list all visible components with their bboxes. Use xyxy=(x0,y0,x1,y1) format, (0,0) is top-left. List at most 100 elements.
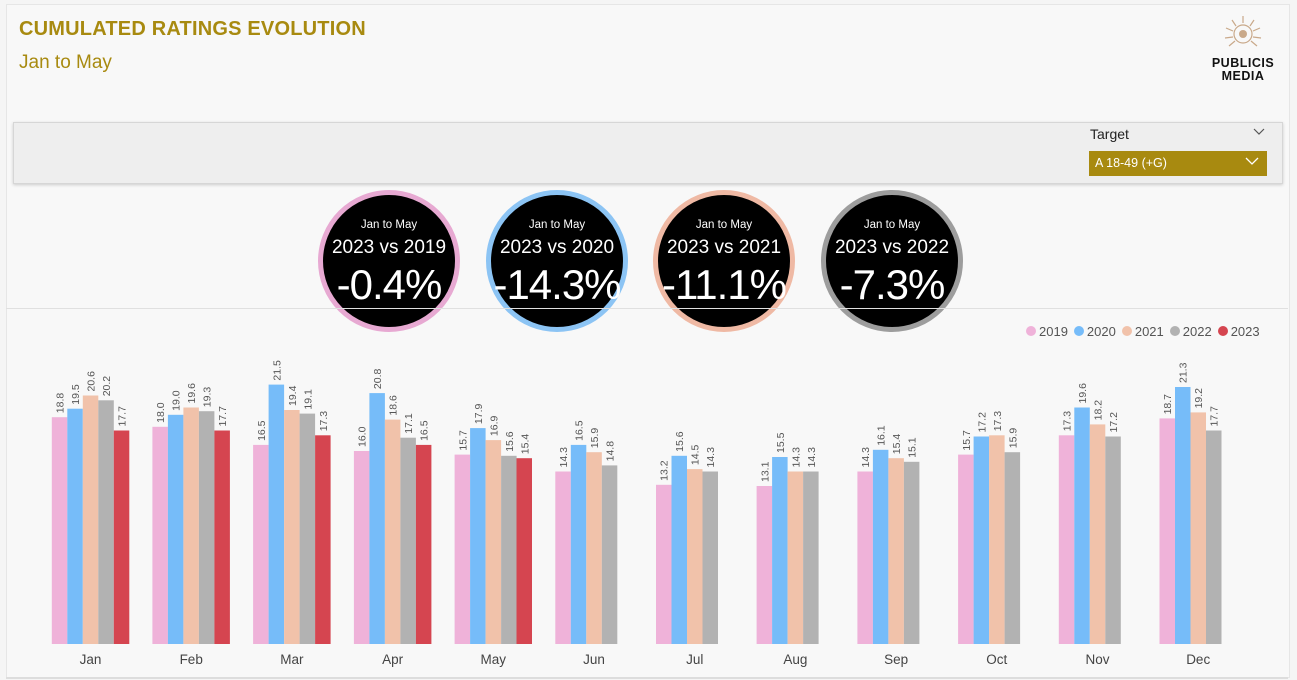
data-label: 19.0 xyxy=(171,390,183,411)
bar-2022-jun[interactable] xyxy=(601,465,618,644)
legend-item-2022[interactable]: 2022 xyxy=(1169,322,1212,340)
target-dropdown[interactable]: A 18-49 (+G) xyxy=(1089,151,1267,176)
bar-2023-feb[interactable] xyxy=(214,430,230,645)
data-label: 15.9 xyxy=(589,428,601,449)
bar-2020-nov[interactable] xyxy=(1074,407,1090,645)
bar-2020-apr[interactable] xyxy=(369,393,385,644)
bar-2022-apr[interactable] xyxy=(400,437,416,644)
bar-2023-mar[interactable] xyxy=(315,435,331,644)
bar-2022-aug[interactable] xyxy=(803,471,819,645)
bar-2019-oct[interactable] xyxy=(958,454,974,644)
data-label: 16.5 xyxy=(419,420,431,441)
data-label: 15.4 xyxy=(891,434,903,455)
kpi-period: Jan to May xyxy=(528,219,586,231)
data-label: 18.0 xyxy=(155,402,167,423)
legend-item-2023[interactable]: 2023 xyxy=(1217,322,1260,340)
bar-2022-nov[interactable] xyxy=(1105,436,1121,645)
bar-2020-jul[interactable] xyxy=(671,455,688,644)
legend-swatch xyxy=(1121,326,1132,336)
bar-2022-jul[interactable] xyxy=(702,471,719,645)
legend-item-2019[interactable]: 2019 xyxy=(1026,322,1068,340)
kpi-card-2021: Jan to May 2023 vs 2021 -11.1% xyxy=(653,190,795,332)
data-label: 19.4 xyxy=(287,385,299,406)
bar-2019-aug[interactable] xyxy=(756,486,773,644)
bar-2022-jan[interactable] xyxy=(98,400,114,644)
bar-2019-dec[interactable] xyxy=(1159,418,1176,644)
bar-2020-jan[interactable] xyxy=(67,408,83,644)
bar-2019-jun[interactable] xyxy=(555,471,571,645)
bar-2021-may[interactable] xyxy=(485,440,502,644)
bar-2020-sep[interactable] xyxy=(872,449,889,644)
bar-2019-apr[interactable] xyxy=(353,451,370,644)
bar-2021-jan[interactable] xyxy=(82,395,99,645)
legend-item-2021[interactable]: 2021 xyxy=(1121,322,1164,340)
data-label: 15.7 xyxy=(457,430,469,451)
bar-2020-jun[interactable] xyxy=(570,444,587,644)
legend-swatch xyxy=(1026,326,1036,336)
kpi-value: -11.1% xyxy=(662,261,787,308)
data-label: 14.3 xyxy=(806,447,818,468)
x-tick-label: Mar xyxy=(280,652,304,667)
bar-2022-mar[interactable] xyxy=(299,413,316,644)
bar-2021-jul[interactable] xyxy=(687,469,703,644)
data-label: 17.7 xyxy=(217,406,229,427)
bar-2019-mar[interactable] xyxy=(253,444,269,644)
data-label: 15.6 xyxy=(674,431,686,452)
bar-2019-sep[interactable] xyxy=(857,471,873,645)
legend-label: 2022 xyxy=(1182,323,1212,339)
data-label: 19.5 xyxy=(70,384,82,405)
kpi-value: -0.4% xyxy=(336,261,443,308)
bar-2019-feb[interactable] xyxy=(152,426,168,644)
bar-2020-may[interactable] xyxy=(470,428,486,644)
kpi-period: Jan to May xyxy=(360,219,418,231)
x-tick-label: Dec xyxy=(1186,652,1210,667)
kpi-card-2019: Jan to May 2023 vs 2019 -0.4% xyxy=(318,190,460,332)
bar-2020-dec[interactable] xyxy=(1175,387,1191,644)
data-label: 17.7 xyxy=(117,406,129,427)
kpi-card-2022: Jan to May 2023 vs 2022 -7.3% xyxy=(821,190,963,332)
data-label: 15.5 xyxy=(775,432,787,453)
data-label: 15.6 xyxy=(504,431,516,452)
bar-2021-sep[interactable] xyxy=(888,458,904,644)
bar-2019-nov[interactable] xyxy=(1058,435,1075,644)
x-tick-label: Jul xyxy=(686,652,703,667)
bar-2022-feb[interactable] xyxy=(198,411,215,644)
bar-2020-oct[interactable] xyxy=(973,436,990,645)
data-label: 13.2 xyxy=(659,460,671,481)
logo-text-line1: PUBLICIS xyxy=(1211,56,1275,70)
data-label: 16.5 xyxy=(256,420,268,441)
bar-2023-apr[interactable] xyxy=(415,444,432,644)
bar-2022-sep[interactable] xyxy=(903,461,920,644)
filter-bar xyxy=(13,122,1283,184)
legend-label: 2019 xyxy=(1039,323,1068,339)
bar-2022-oct[interactable] xyxy=(1004,452,1021,644)
bar-2023-jan[interactable] xyxy=(113,430,130,645)
bar-2021-nov[interactable] xyxy=(1089,424,1106,644)
bar-2021-mar[interactable] xyxy=(284,410,300,644)
bar-2023-may[interactable] xyxy=(516,458,533,644)
data-label: 18.7 xyxy=(1162,394,1174,415)
bar-2020-feb[interactable] xyxy=(167,414,184,644)
chevron-down-icon xyxy=(1245,157,1259,165)
bar-2022-dec[interactable] xyxy=(1206,430,1222,645)
data-label: 20.2 xyxy=(101,376,113,397)
bar-2019-may[interactable] xyxy=(454,454,471,644)
legend-item-2020[interactable]: 2020 xyxy=(1073,322,1116,340)
bar-2019-jan[interactable] xyxy=(51,417,68,644)
slicer-collapse-chevron-icon[interactable] xyxy=(1253,123,1265,139)
data-label: 20.6 xyxy=(86,371,98,392)
bar-2022-may[interactable] xyxy=(501,455,517,644)
bar-2021-feb[interactable] xyxy=(183,407,199,645)
bar-2021-aug[interactable] xyxy=(787,471,804,645)
bar-2020-mar[interactable] xyxy=(268,384,285,644)
bar-2019-jul[interactable] xyxy=(656,484,672,644)
bar-2021-oct[interactable] xyxy=(989,435,1005,644)
x-tick-label: Jan xyxy=(80,652,102,667)
bar-2021-jun[interactable] xyxy=(586,452,602,644)
bar-2021-apr[interactable] xyxy=(384,419,401,644)
bar-2020-aug[interactable] xyxy=(772,457,788,644)
bar-2021-dec[interactable] xyxy=(1190,412,1207,644)
data-label: 17.1 xyxy=(403,413,415,434)
legend-label: 2020 xyxy=(1086,323,1116,339)
